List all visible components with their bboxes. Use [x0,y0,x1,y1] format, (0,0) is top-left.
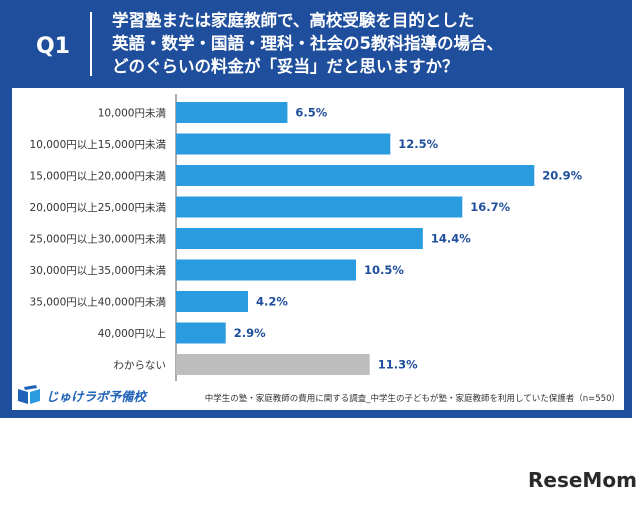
title-line-2: 英語・数学・国語・理科・社会の5教科指導の場合、 [112,34,503,53]
category-label: 10,000円以上15,000円未満 [30,139,167,151]
value-label: 12.5% [398,137,438,151]
question-title: 学習塾または家庭教師で、高校受験を目的とした 英語・数学・国語・理科・社会の5教… [112,9,624,78]
bar [176,259,356,281]
source-note: 中学生の塾・家庭教師の費用に関する調査_中学生の子どもが塾・家庭教師を利用してい… [204,394,620,404]
question-number: Q1 [35,34,70,59]
bar [176,228,423,249]
bar-chart: 10,000円未満 6.5% 10,000円以上15,000円未満 12.5% 15,0… [30,94,583,381]
category-label: 30,000円以上35,000円未満 [30,265,167,277]
brand-logo: じゅけラボ予備校 [16,384,146,406]
value-label: 10.5% [364,263,404,277]
bar [176,354,370,375]
category-label: わからない [114,360,167,372]
header-divider [90,12,92,76]
value-label: 20.9% [542,169,582,183]
category-label: 20,000円以上25,000円未満 [30,202,167,214]
value-label: 11.3% [378,358,418,372]
bar [176,133,391,155]
category-label: 40,000円以上 [98,328,166,340]
logo-text: じゅけラボ予備校 [46,388,147,404]
value-label: 14.4% [431,232,471,246]
category-label: 10,000円未満 [98,108,167,120]
resemom-watermark: ReseMom [528,468,637,492]
bar [176,291,248,312]
category-label: 35,000円以上40,000円未満 [30,297,167,309]
value-label: 2.9% [234,326,266,340]
bar [176,322,226,344]
bar [176,165,535,186]
value-label: 16.7% [470,200,510,214]
chart-panel: 10,000円未満 6.5% 10,000円以上15,000円未満 12.5% 15,0… [12,88,624,410]
question-frame: Q1 学習塾または家庭教師で、高校受験を目的とした 英語・数学・国語・理科・社会… [0,0,632,418]
value-label: 4.2% [256,295,288,309]
bar [176,102,288,123]
title-line-1: 学習塾または家庭教師で、高校受験を目的とした [112,11,475,30]
value-label: 6.5% [295,106,327,120]
title-line-3: どのぐらいの料金が「妥当」だと思いますか？ [112,57,459,76]
category-label: 15,000円以上20,000円未満 [30,171,167,183]
bar [176,196,463,218]
category-label: 25,000円以上30,000円未満 [30,234,167,246]
logo-book-icon [18,385,40,404]
